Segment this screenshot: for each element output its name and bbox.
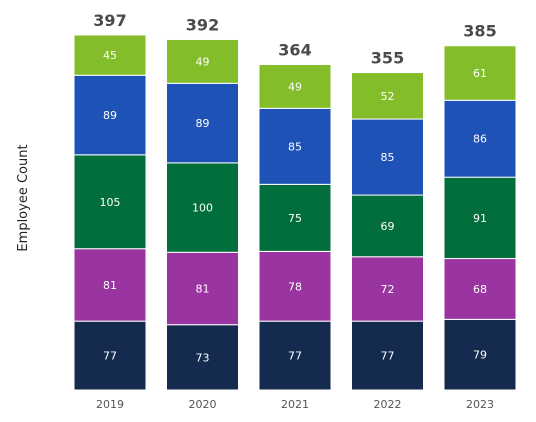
x-tick-label: 2021 [281, 398, 309, 411]
segment-value-label: 61 [473, 67, 487, 80]
segment-value-label: 89 [103, 109, 117, 122]
y-axis-label: Employee Count [16, 144, 31, 251]
segment-value-label: 77 [288, 350, 302, 363]
segment-value-label: 77 [103, 350, 117, 363]
segment-value-label: 85 [288, 140, 302, 153]
bar-total-label: 397 [93, 11, 126, 30]
x-tick-label: 2023 [466, 398, 494, 411]
segment-value-label: 79 [473, 349, 487, 362]
bar-segment [166, 251, 239, 326]
segment-value-label: 81 [196, 283, 210, 296]
segment-value-label: 78 [288, 280, 302, 293]
bar-segment [73, 74, 147, 156]
segment-value-label: 73 [196, 351, 210, 364]
x-tick-label: 2019 [96, 398, 124, 411]
bar-segment [351, 118, 424, 196]
segment-value-label: 49 [288, 80, 302, 93]
segment-value-label: 89 [196, 117, 210, 130]
bar-segment [443, 176, 517, 260]
bar-segment [351, 194, 424, 258]
bar-segment [73, 34, 147, 76]
bar-segment [73, 248, 147, 322]
segment-value-label: 100 [192, 202, 213, 215]
x-tick-label: 2022 [374, 398, 402, 411]
bar-segment [351, 320, 424, 391]
bars-layer: 77 81 105 89 45 397 2019 73 81 100 89 49 392 2020 77 78… [73, 11, 517, 411]
bar-segment [351, 256, 424, 322]
bar-segment [443, 318, 517, 391]
segment-value-label: 45 [103, 49, 117, 62]
segment-value-label: 81 [103, 279, 117, 292]
segment-value-label: 69 [381, 220, 395, 233]
segment-value-label: 49 [196, 55, 210, 68]
segment-value-label: 72 [381, 283, 395, 296]
segment-value-label: 75 [288, 212, 302, 225]
bar-segment [166, 162, 239, 253]
bar-total-label: 385 [463, 22, 496, 41]
bar-segment [258, 320, 332, 391]
bar-segment [443, 45, 517, 101]
bar-segment [258, 183, 332, 252]
segment-value-label: 68 [473, 283, 487, 296]
bar-segment [258, 250, 332, 322]
segment-value-label: 77 [381, 350, 395, 363]
bar-segment [166, 82, 239, 164]
bar-total-label: 392 [186, 15, 219, 34]
segment-value-label: 91 [473, 212, 487, 225]
bar-segment [166, 324, 239, 391]
bar-segment [443, 99, 517, 178]
bar-segment [258, 64, 332, 109]
bar-total-label: 355 [371, 49, 404, 68]
segment-value-label: 86 [473, 133, 487, 146]
bar-segment [166, 38, 239, 84]
x-tick-label: 2020 [189, 398, 217, 411]
bar-segment [73, 320, 147, 391]
bar-total-label: 364 [278, 41, 311, 60]
bar-segment [351, 72, 424, 120]
segment-value-label: 85 [381, 151, 395, 164]
segment-value-label: 105 [100, 196, 121, 209]
segment-value-label: 52 [381, 90, 395, 103]
